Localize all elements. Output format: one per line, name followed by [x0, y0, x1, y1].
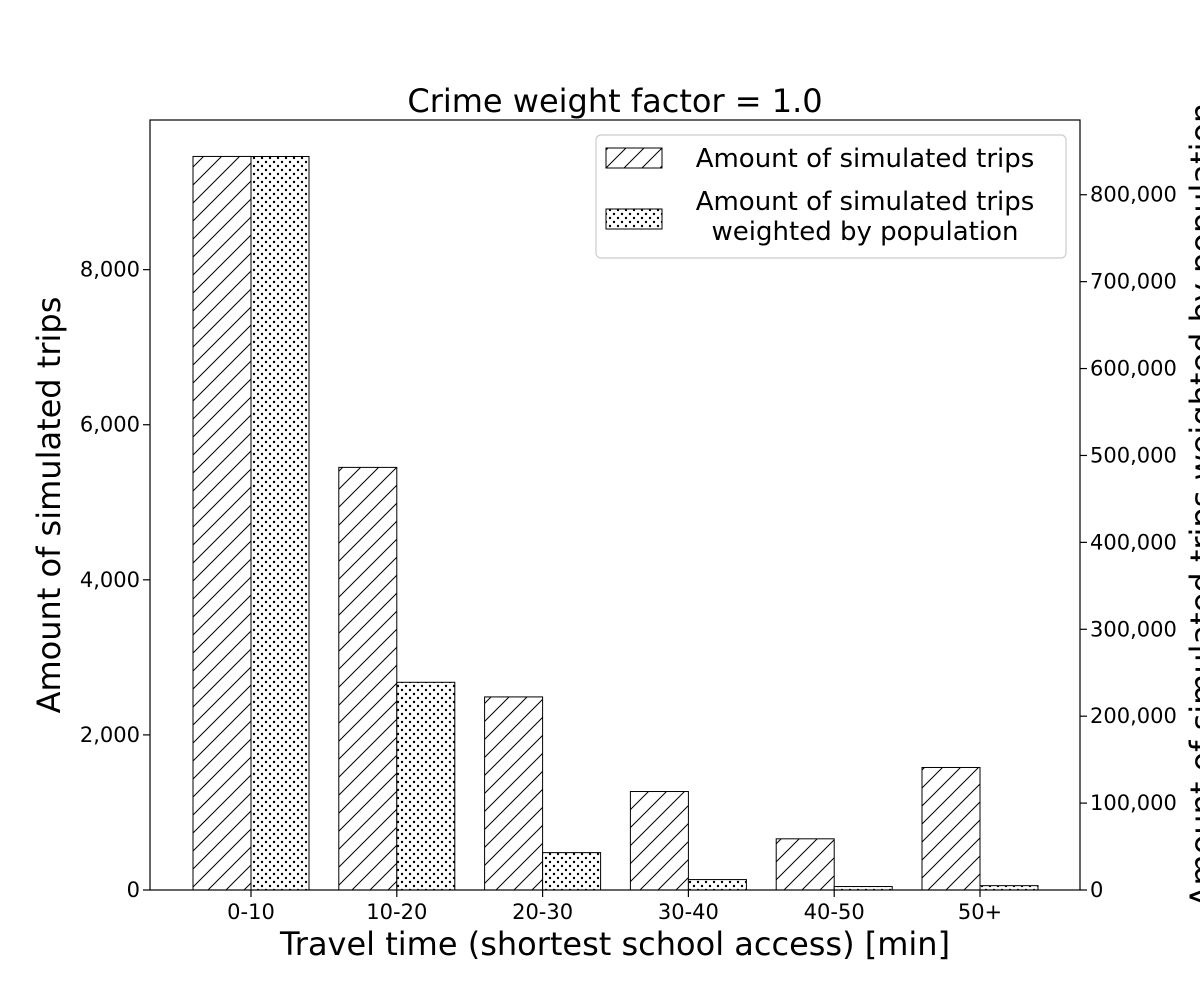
bar-trips-30-40 [629, 791, 689, 891]
legend-label-line: Amount of simulated trips [696, 187, 1035, 217]
bar-weighted-20-30 [542, 852, 602, 891]
legend-label-series-1: Amount of simulated trips [696, 144, 1035, 174]
y-right-tick-label: 400,000 [1090, 530, 1177, 554]
legend-label-series-2: Amount of simulated trips weighted by pop… [696, 187, 1035, 247]
bar-trips-40-50 [775, 838, 835, 891]
y-right-tick-label: 200,000 [1090, 704, 1177, 728]
y-axis-left: 0 2,000 4,000 6,000 8,000 [80, 258, 150, 902]
bar-weighted-50+ [979, 885, 1039, 891]
y-right-tick-label: 800,000 [1090, 183, 1177, 207]
x-tick-label: 50+ [958, 900, 1002, 924]
y-right-tick-label: 700,000 [1090, 270, 1177, 294]
x-tick-label: 0-10 [227, 900, 275, 924]
bar-trips-0-10 [192, 155, 252, 891]
y-left-tick-label: 8,000 [80, 258, 140, 282]
x-tick-label: 10-20 [366, 900, 427, 924]
bar-trips-10-20 [338, 466, 398, 891]
plot-frame [149, 119, 1081, 891]
x-tick-label: 20-30 [512, 900, 573, 924]
legend: Amount of simulated trips Amount of simu… [595, 134, 1067, 259]
x-axis: 0-10 10-20 20-30 30-40 40-50 50+ [227, 890, 1002, 924]
bar-trips-50+ [921, 766, 981, 891]
y-left-tick-label: 4,000 [80, 568, 140, 592]
legend-swatch-dots [605, 208, 663, 230]
bar-weighted-30-40 [687, 879, 747, 891]
y-right-tick-label: 100,000 [1090, 791, 1177, 815]
y-left-tick-label: 2,000 [80, 723, 140, 747]
y-axis-right: 0 100,000 200,000 300,000 400,000 500,000 600,… [1080, 183, 1177, 902]
x-axis-label: Travel time (shortest school access) [mi… [279, 925, 950, 963]
y-axis-left-label: Amount of simulated trips [30, 297, 68, 714]
y-left-tick-label: 0 [127, 878, 140, 902]
x-tick-label: 30-40 [658, 900, 719, 924]
y-axis-right-label: Amount of simulated trips weighted by po… [1183, 103, 1200, 908]
bar-weighted-10-20 [396, 681, 456, 891]
bars-group [192, 155, 1039, 891]
bar-weighted-0-10 [250, 156, 310, 891]
y-right-tick-label: 600,000 [1090, 357, 1177, 381]
legend-frame [595, 134, 1067, 259]
y-right-tick-label: 300,000 [1090, 617, 1177, 641]
bar-trips-20-30 [484, 696, 544, 891]
legend-swatch-hatch [605, 147, 663, 169]
x-tick-label: 40-50 [804, 900, 865, 924]
y-right-tick-label: 500,000 [1090, 443, 1177, 467]
legend-label-line: weighted by population [712, 217, 1019, 247]
y-left-tick-label: 6,000 [80, 413, 140, 437]
y-right-tick-label: 0 [1090, 878, 1103, 902]
chart-title: Crime weight factor = 1.0 [407, 82, 822, 120]
